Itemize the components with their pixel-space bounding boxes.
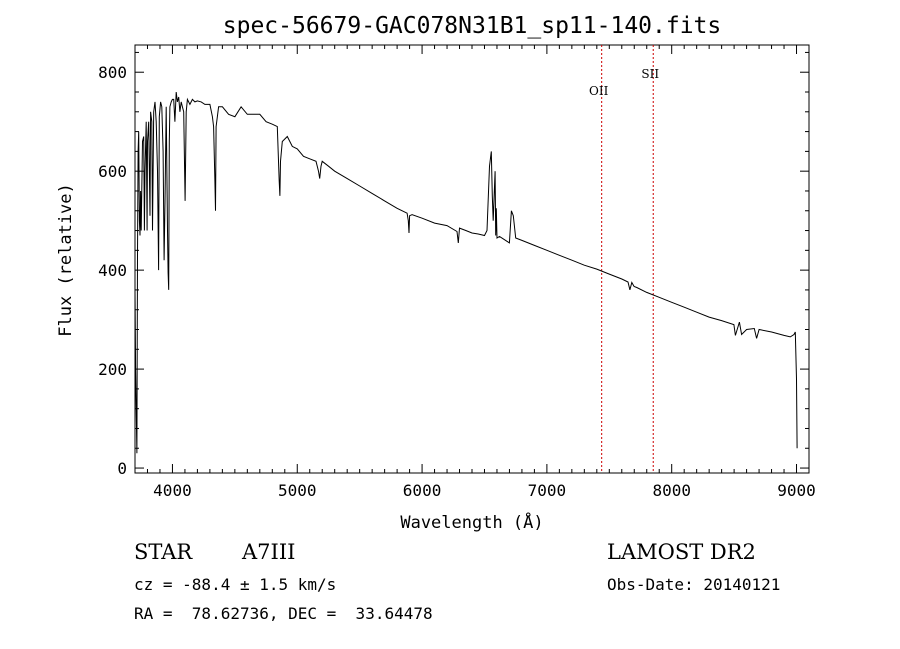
y-tick-label: 800 bbox=[98, 63, 127, 82]
emission-line-markers: OII SII bbox=[589, 45, 659, 473]
x-tick-label: 9000 bbox=[777, 481, 816, 500]
chart-title: spec-56679-GAC078N31B1_sp11-140.fits bbox=[223, 13, 722, 39]
y-tick-label: 400 bbox=[98, 261, 127, 280]
x-tick-label: 4000 bbox=[153, 481, 192, 500]
survey-name: LAMOST DR2 bbox=[607, 540, 756, 564]
redshift-cz: cz = -88.4 ± 1.5 km/s bbox=[134, 575, 337, 594]
spectrum-line bbox=[134, 91, 798, 454]
x-tick-label: 6000 bbox=[403, 481, 442, 500]
axis-ticks: 4000 5000 6000 7000 8000 9000 0 200 400 600 800 bbox=[98, 45, 816, 500]
x-tick-label: 8000 bbox=[652, 481, 691, 500]
plot-frame bbox=[134, 44, 810, 474]
y-tick-label: 600 bbox=[98, 162, 127, 181]
y-tick-label: 0 bbox=[117, 459, 127, 478]
observation-date: Obs-Date: 20140121 bbox=[607, 575, 781, 594]
y-axis-label: Flux (relative) bbox=[56, 183, 76, 337]
x-axis-label: Wavelength (Å) bbox=[400, 511, 543, 533]
x-tick-label: 5000 bbox=[278, 481, 317, 500]
ra-dec-coordinates: RA = 78.62736, DEC = 33.64478 bbox=[134, 604, 433, 623]
emission-line-label: OII bbox=[589, 84, 609, 98]
emission-line-label: SII bbox=[641, 67, 659, 81]
object-subclass: A7III bbox=[242, 540, 296, 564]
y-tick-label: 200 bbox=[98, 360, 127, 379]
object-class: STAR bbox=[134, 540, 193, 564]
x-tick-label: 7000 bbox=[528, 481, 567, 500]
